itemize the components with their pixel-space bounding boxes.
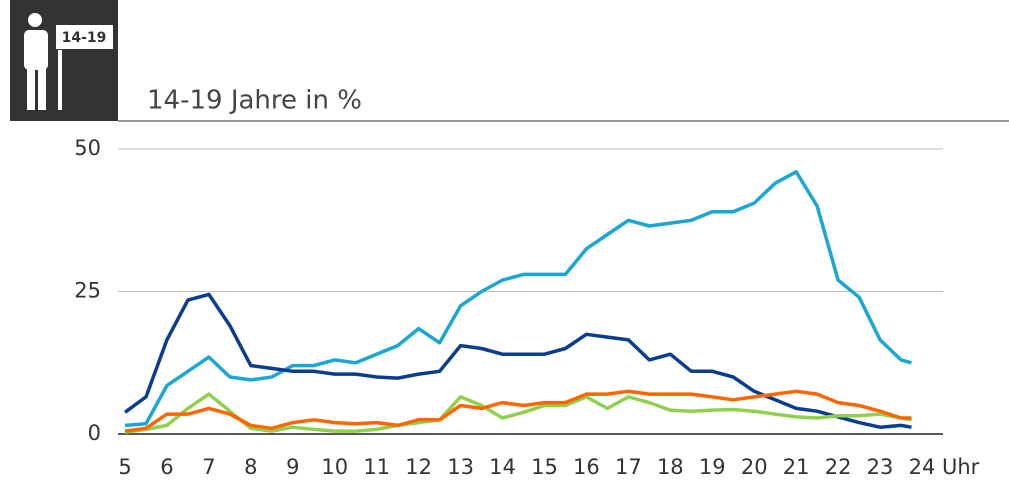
series-line [124,170,912,428]
y-tick-label: 0 [88,421,101,445]
x-tick-label: 20 [741,455,768,479]
x-tick-label: 8 [244,455,257,479]
x-tick-label: 6 [160,455,173,479]
x-tick-label: 17 [615,455,642,479]
chart-title: 14-19 Jahre in % [147,86,362,116]
x-tick-label: 5 [118,455,131,479]
x-tick-label: 23 [867,455,894,479]
person-icon [24,13,62,110]
x-tick-label: 10 [321,455,348,479]
badge: 14-19 [62,30,107,46]
series-line [124,389,912,433]
y-tick-label: 50 [74,136,101,160]
x-tick-label: 19 [699,455,726,479]
x-tick-label: 22 [825,455,852,479]
x-tick-label: 18 [657,455,684,479]
series-line [123,292,912,429]
x-tick-label: 16 [573,455,600,479]
x-tick-label: 14 [489,455,516,479]
y-tick-label: 25 [74,279,101,303]
x-tick-label: 24 [909,455,936,479]
x-tick-label: 13 [447,455,474,479]
x-tick-label: 9 [286,455,299,479]
series-line [124,392,912,435]
x-tick-label: 15 [531,455,558,479]
x-tick-label: 11 [363,455,390,479]
x-tick-label: 21 [783,455,810,479]
x-tick-label: 7 [202,455,215,479]
x-axis-label: Uhr [942,455,980,479]
x-tick-label: 12 [405,455,432,479]
badge-box [56,25,113,49]
